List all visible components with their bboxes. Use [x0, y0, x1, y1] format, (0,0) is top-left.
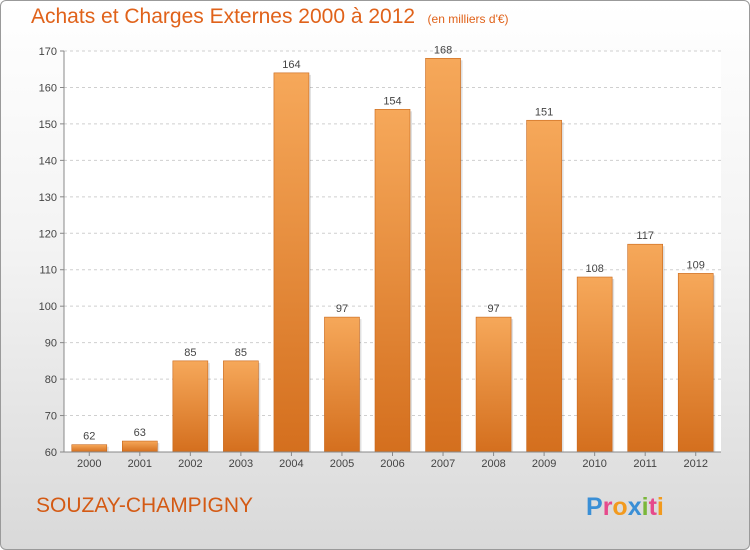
commune-name: SOUZAY-CHAMPIGNY: [36, 494, 254, 517]
x-tick-label: 2000: [77, 458, 101, 470]
chart-title: Achats et Charges Externes 2000 à 2012 (…: [31, 5, 509, 29]
bar: [122, 440, 158, 453]
x-tick-label: 2007: [431, 458, 455, 470]
x-tick-label: 2002: [178, 458, 202, 470]
x-tick-label: 2001: [128, 458, 152, 470]
y-tick-label: 150: [39, 119, 57, 131]
y-tick-label: 100: [39, 301, 57, 313]
bar: [526, 119, 562, 453]
y-tick-label: 60: [45, 447, 57, 459]
bar-value-label: 151: [535, 106, 553, 118]
bar: [627, 243, 663, 453]
logo-letter: r: [602, 493, 613, 521]
x-tick-label: 2008: [481, 458, 505, 470]
bar-value-label: 117: [636, 230, 654, 242]
bar-value-label: 109: [687, 259, 705, 271]
y-tick-label: 130: [39, 192, 57, 204]
y-tick-label: 70: [45, 411, 57, 423]
proxiti-logo: Proxiti: [586, 493, 664, 522]
x-tick-label: 2011: [633, 458, 657, 470]
x-tick-label: 2012: [683, 458, 707, 470]
bar-value-label: 85: [184, 347, 196, 359]
y-tick-label: 120: [39, 228, 57, 240]
bar-value-label: 63: [134, 427, 146, 439]
bar-value-label: 164: [282, 59, 300, 71]
y-tick-label: 170: [39, 46, 57, 58]
x-tick-label: 2006: [380, 458, 404, 470]
bar-value-label: 108: [585, 263, 603, 275]
y-tick-label: 140: [39, 155, 57, 167]
bar: [324, 316, 360, 453]
logo-letter: x: [627, 493, 642, 521]
bar: [223, 360, 259, 453]
x-tick-label: 2010: [582, 458, 606, 470]
bar: [172, 360, 209, 453]
x-tick-label: 2003: [229, 458, 253, 470]
logo-letter: i: [656, 493, 664, 521]
y-tick-label: 90: [45, 338, 57, 350]
logo-letter: o: [612, 493, 628, 521]
bar-value-label: 97: [487, 303, 499, 315]
bar: [576, 276, 613, 453]
bar: [71, 444, 108, 453]
bar-value-label: 85: [235, 347, 247, 359]
chart-title-text: Achats et Charges Externes 2000 à 2012: [31, 5, 416, 28]
logo-letter: t: [648, 493, 657, 521]
y-tick-label: 110: [39, 265, 57, 277]
x-tick-label: 2004: [279, 458, 303, 470]
bar: [374, 109, 411, 453]
x-tick-label: 2005: [330, 458, 354, 470]
bar: [677, 273, 714, 453]
logo-letter: P: [586, 493, 603, 521]
bar-value-label: 97: [336, 303, 348, 315]
x-tick-label: 2009: [532, 458, 556, 470]
logo-letter: i: [641, 493, 649, 521]
bar: [475, 316, 512, 453]
bar: [273, 72, 310, 453]
y-tick-label: 80: [45, 374, 57, 386]
bar-value-label: 168: [434, 44, 452, 56]
bar: [425, 57, 461, 453]
y-tick-label: 160: [39, 82, 57, 94]
bar-value-label: 62: [83, 431, 95, 443]
chart-unit-text: (en milliers d'€): [427, 12, 509, 26]
bar-value-label: 154: [383, 95, 401, 107]
